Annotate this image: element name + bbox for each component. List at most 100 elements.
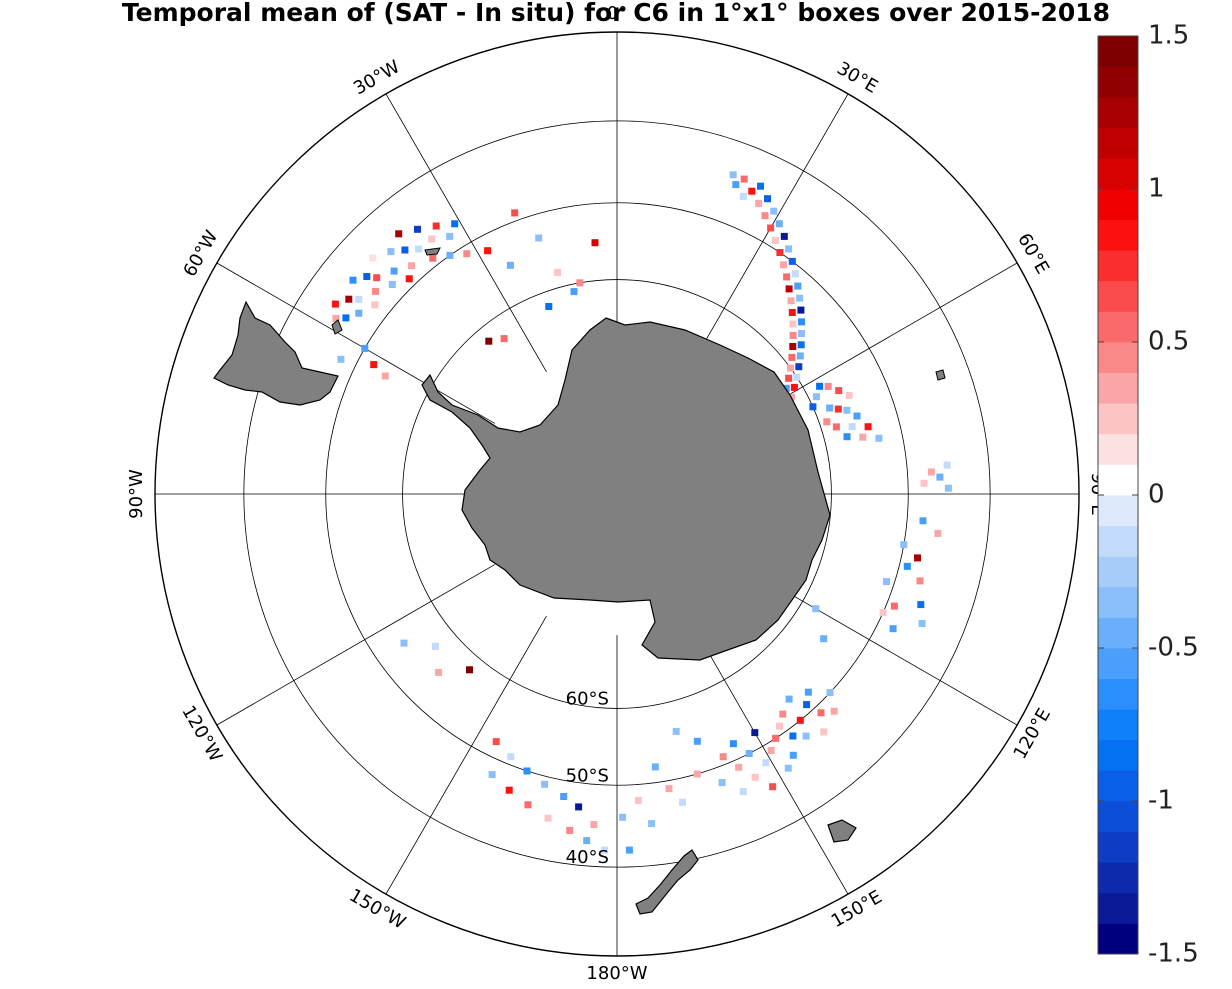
data-cell — [500, 335, 508, 343]
colorbar-block — [1098, 36, 1138, 67]
south-shetland-island — [424, 247, 441, 256]
data-cell — [917, 601, 925, 609]
data-cell — [400, 639, 408, 647]
data-cell — [903, 562, 911, 570]
data-cell — [679, 798, 686, 806]
colorbar-tick-label: 1.5 — [1148, 21, 1189, 51]
colorbar-block — [1098, 495, 1138, 526]
data-cell — [751, 773, 759, 781]
data-cell — [780, 232, 788, 240]
meridian-line — [687, 615, 849, 895]
data-cell — [780, 261, 788, 269]
data-cell — [832, 423, 840, 431]
data-cell — [796, 716, 804, 724]
data-cell — [755, 199, 763, 207]
south-america-land — [213, 300, 339, 406]
data-cell — [739, 192, 747, 200]
colorbar-block — [1098, 923, 1138, 955]
data-cell — [767, 224, 775, 232]
data-cell — [429, 254, 437, 262]
data-cell — [785, 374, 793, 382]
data-cell — [796, 352, 804, 360]
data-cell — [795, 363, 803, 371]
colorbar-ticks: 1.5 1 0.5 0 -0.5 -1 -1.5 — [1098, 21, 1199, 969]
data-cell — [740, 175, 748, 183]
data-cell — [554, 268, 562, 276]
data-cell — [591, 239, 599, 247]
data-cell — [843, 406, 851, 414]
data-cell — [936, 473, 944, 481]
data-cell — [511, 209, 519, 217]
data-cell — [732, 181, 740, 189]
data-cell — [920, 479, 928, 487]
data-cell — [625, 846, 633, 854]
colorbar-block — [1098, 770, 1138, 802]
data-cell — [889, 625, 897, 633]
data-cell — [355, 295, 363, 303]
data-cell — [794, 282, 802, 290]
data-cell — [775, 220, 783, 228]
data-cell — [665, 785, 673, 793]
data-cell — [634, 796, 642, 804]
colorbar-tick-label: -0.5 — [1148, 633, 1199, 663]
data-cell — [507, 753, 515, 761]
colorbar-tick-label: -1.5 — [1148, 939, 1199, 969]
data-cell — [943, 461, 951, 469]
colorbar-block — [1098, 403, 1138, 435]
data-cell — [428, 235, 436, 243]
data-cell — [812, 605, 820, 613]
data-cell — [890, 602, 898, 610]
data-cell — [395, 230, 403, 238]
new-zealand-south — [635, 849, 699, 915]
colorbar-block — [1098, 280, 1138, 312]
data-cell — [803, 701, 811, 709]
colorbar-block — [1098, 525, 1138, 557]
data-cell — [401, 246, 409, 254]
data-cell — [845, 391, 853, 399]
data-cell — [761, 212, 769, 220]
data-cell — [875, 434, 883, 442]
data-cell — [853, 412, 861, 420]
colorbar-block — [1098, 433, 1138, 465]
colorbar-tick-label: -1 — [1148, 786, 1174, 816]
colorbar-block — [1098, 250, 1138, 282]
longitude-label: 0° — [607, 3, 627, 24]
data-cell — [345, 295, 353, 303]
data-cell — [601, 846, 609, 854]
data-cell — [834, 405, 842, 413]
data-cell — [830, 707, 838, 715]
data-cell — [729, 171, 737, 179]
data-cell — [776, 722, 783, 730]
data-cell — [751, 729, 759, 737]
data-cell — [431, 642, 439, 650]
data-cell — [535, 234, 543, 242]
data-cell — [570, 288, 578, 296]
data-cell — [361, 344, 369, 352]
colorbar-block — [1098, 556, 1138, 588]
data-cells — [331, 171, 952, 854]
meridian-line — [687, 93, 849, 373]
longitude-label: 180°W — [586, 963, 647, 984]
data-cell — [370, 361, 378, 369]
colorbar-block — [1098, 801, 1138, 832]
colorbar-block — [1098, 97, 1138, 129]
data-cell — [848, 423, 856, 431]
landmasses — [213, 247, 946, 915]
data-cell — [739, 788, 747, 796]
colorbar-tick-label: 0.5 — [1148, 327, 1189, 357]
data-cell — [914, 554, 921, 562]
tasmania — [827, 819, 857, 843]
data-cell — [492, 738, 500, 746]
data-cell — [415, 245, 423, 253]
data-cell — [405, 275, 413, 283]
data-cell — [787, 364, 794, 372]
data-cell — [373, 274, 381, 282]
data-cell — [820, 728, 828, 736]
data-cell — [835, 387, 843, 395]
data-cell — [809, 403, 817, 411]
data-cell — [560, 793, 568, 800]
colorbar-block — [1098, 372, 1138, 404]
data-cell — [919, 517, 927, 525]
colorbar-block — [1098, 892, 1138, 924]
